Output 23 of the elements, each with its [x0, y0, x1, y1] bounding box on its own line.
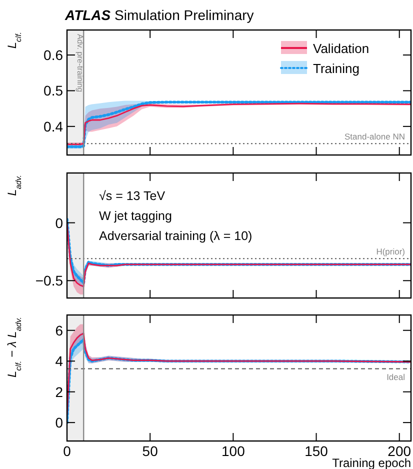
- ref-line-label: Ideal: [386, 372, 406, 382]
- x-tick-label: 200: [388, 443, 412, 459]
- y-tick-label: 4: [55, 353, 64, 370]
- y-tick-label: 2: [55, 384, 64, 400]
- annotation: W jet tagging: [99, 209, 172, 223]
- ref-line-label: Stand-alone NN: [344, 132, 405, 142]
- annotation: √s = 13 TeV: [99, 189, 166, 203]
- y-tick-label: 0.6: [44, 47, 64, 63]
- y-tick-label: −0.5: [35, 272, 64, 289]
- x-tick-label: 50: [142, 443, 158, 459]
- legend-label: Training: [313, 61, 360, 76]
- x-tick-label: 100: [222, 443, 246, 459]
- ref-line-label: H(prior): [376, 246, 406, 257]
- annotation: Adversarial training (λ = 10): [99, 229, 252, 243]
- y-tick-label: 0.4: [44, 118, 64, 134]
- y-tick-label: 0: [55, 214, 64, 231]
- x-tick-label: 150: [304, 443, 328, 459]
- chart-title: ATLAS Simulation Preliminary: [64, 7, 254, 23]
- legend-label: Validation: [313, 41, 370, 56]
- y-tick-label: 6: [55, 322, 64, 338]
- y-tick-label: 0: [55, 414, 64, 431]
- band-label: Adv. pre-training: [75, 34, 84, 92]
- y-tick-label: 0.5: [44, 82, 64, 99]
